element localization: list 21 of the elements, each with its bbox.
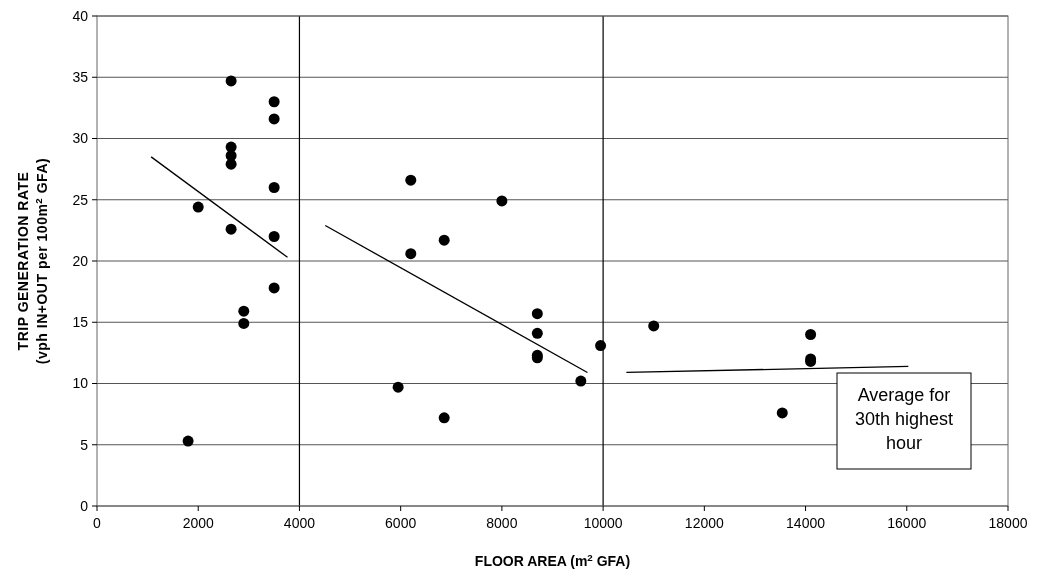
x-tick-label: 4000 xyxy=(283,515,316,531)
x-tick-label: 14000 xyxy=(786,515,826,531)
x-tick-label: 6000 xyxy=(385,515,417,531)
y-tick-label: 30 xyxy=(72,130,89,147)
annotation: Average for 30th highest hour xyxy=(854,385,954,453)
y-tick-label: 25 xyxy=(72,191,89,208)
x-axis-title: FLOOR AREA (m$^{2}$ GFA) xyxy=(474,551,631,569)
x-tick-label: 0 xyxy=(93,515,102,531)
x-tick-label: 10000 xyxy=(583,515,623,531)
y-tick-label: 40 xyxy=(72,7,89,24)
y-tick-label: 0 xyxy=(80,497,89,514)
x-tick-label: 8000 xyxy=(486,515,518,531)
y-tick-label: 35 xyxy=(72,69,89,86)
x-tick-label: 16000 xyxy=(887,515,927,531)
x-tick-label: 2000 xyxy=(182,515,214,531)
y-tick-label: 15 xyxy=(72,314,89,331)
y-tick-label: 20 xyxy=(72,252,89,269)
x-tick-label: 18000 xyxy=(988,515,1028,531)
y-tick-label: 5 xyxy=(80,436,89,453)
x-tick-label: 12000 xyxy=(684,515,725,531)
y-tick-label: 10 xyxy=(72,375,89,392)
